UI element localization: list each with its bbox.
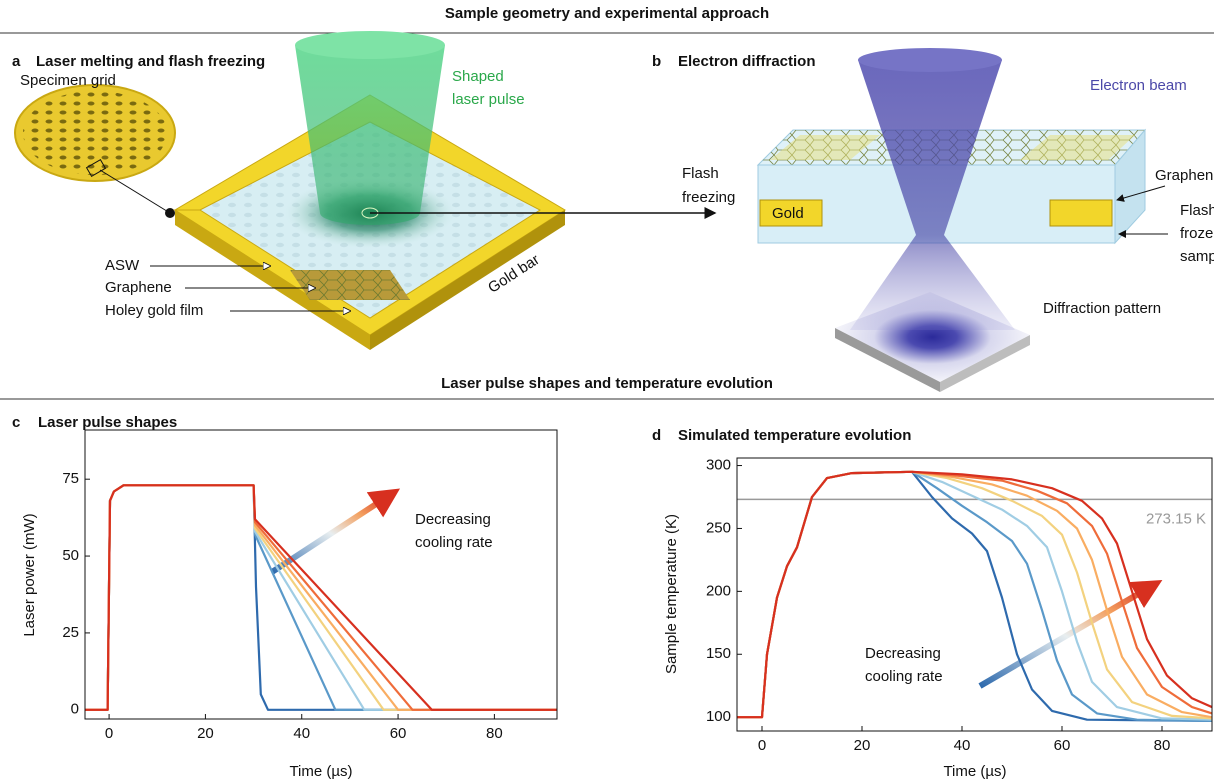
gold-block: [1050, 200, 1112, 226]
trend-arrow: [272, 495, 390, 572]
y-tick-label: 0: [71, 701, 79, 718]
x-tick-label: 20: [854, 737, 871, 754]
x-tick-label: 40: [954, 737, 971, 754]
leader-line: [100, 170, 170, 213]
label: Graphene: [1155, 167, 1214, 184]
annotation: Decreasing: [415, 511, 491, 528]
plot-frame: [85, 430, 557, 719]
x-axis-label: Time (µs): [289, 763, 352, 780]
label: ASW: [105, 257, 140, 274]
electron-beam-top: [858, 48, 1002, 72]
panel-title: Laser melting and flash freezing: [36, 53, 265, 70]
label: Flash: [1180, 202, 1214, 219]
y-tick-label: 25: [62, 624, 79, 641]
label: freezing: [682, 189, 735, 206]
section-title: Laser pulse shapes and temperature evolu…: [441, 375, 773, 392]
x-axis-label: Time (µs): [943, 763, 1006, 780]
x-tick-label: 0: [105, 725, 113, 742]
electron-beam-lower: [850, 235, 1015, 330]
reference-label: 273.15 K: [1146, 510, 1206, 527]
x-tick-label: 60: [390, 725, 407, 742]
y-tick-label: 50: [62, 547, 79, 564]
panel-letter: a: [12, 53, 21, 70]
x-tick-label: 80: [486, 725, 503, 742]
x-tick-label: 40: [293, 725, 310, 742]
label: Flash: [682, 165, 719, 182]
y-tick-label: 100: [706, 708, 731, 725]
label: Diffraction pattern: [1043, 300, 1161, 317]
label: Holey gold film: [105, 302, 203, 319]
laser-label: laser pulse: [452, 91, 525, 108]
label: sample: [1180, 248, 1214, 265]
laser-label: Shaped: [452, 68, 504, 85]
y-tick-label: 300: [706, 457, 731, 474]
beam-label: Electron beam: [1090, 77, 1187, 94]
annotation: cooling rate: [865, 668, 943, 685]
x-tick-label: 80: [1154, 737, 1171, 754]
y-tick-label: 150: [706, 645, 731, 662]
panel-title: Laser pulse shapes: [38, 414, 177, 431]
panel-letter: c: [12, 414, 20, 431]
y-axis-label: Laser power (mW): [21, 513, 38, 636]
panel-title: Electron diffraction: [678, 53, 816, 70]
x-tick-label: 20: [197, 725, 214, 742]
annotation: Decreasing: [865, 645, 941, 662]
panel-title: Simulated temperature evolution: [678, 427, 911, 444]
graphene-hex: [290, 270, 410, 300]
annotation: cooling rate: [415, 534, 493, 551]
x-tick-label: 60: [1054, 737, 1071, 754]
y-tick-label: 75: [62, 470, 79, 487]
label: Graphene: [105, 279, 172, 296]
plot-area: [737, 472, 1212, 721]
label: frozen: [1180, 225, 1214, 242]
panel-letter: b: [652, 53, 661, 70]
panel-letter: d: [652, 427, 661, 444]
x-tick-label: 0: [758, 737, 766, 754]
label: Gold: [772, 205, 804, 222]
y-axis-label: Sample temperature (K): [663, 514, 680, 674]
y-tick-label: 200: [706, 582, 731, 599]
laser-cone-top: [295, 31, 445, 59]
y-tick-label: 250: [706, 519, 731, 536]
figure: Sample geometry and experimental approac…: [0, 0, 1214, 783]
label: Specimen grid: [20, 72, 116, 89]
section-title: Sample geometry and experimental approac…: [445, 5, 769, 22]
